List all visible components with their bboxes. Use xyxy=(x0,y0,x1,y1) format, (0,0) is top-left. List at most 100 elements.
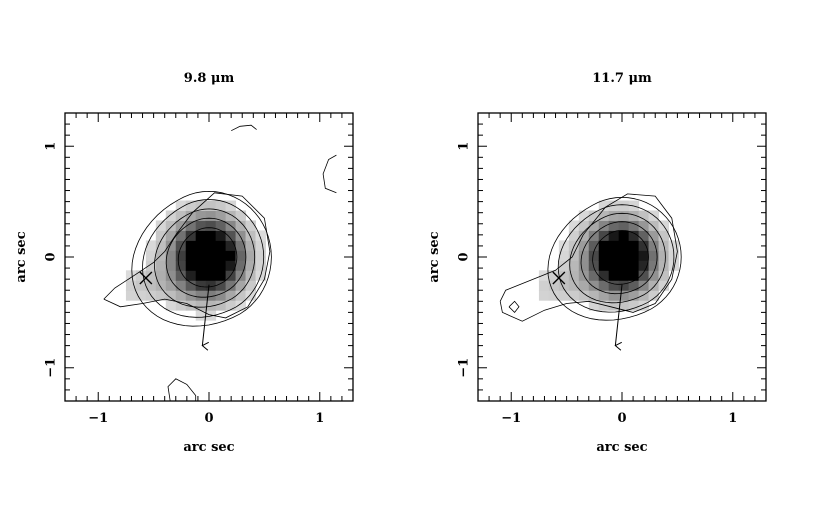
image-pixel xyxy=(215,290,227,301)
image-pixel xyxy=(568,270,580,281)
image-pixel xyxy=(608,280,620,291)
contour-line xyxy=(131,190,272,327)
image-pixel xyxy=(638,250,650,261)
image-pixel xyxy=(618,200,630,211)
image-pixel xyxy=(568,260,580,271)
image-pixel xyxy=(175,280,187,291)
image-pixel xyxy=(558,290,570,301)
y-axis-label: arc sec xyxy=(427,231,442,282)
image-pixel xyxy=(648,250,660,261)
image-pixel xyxy=(175,250,187,261)
image-pixel xyxy=(598,260,610,271)
image-pixel xyxy=(205,310,217,321)
image-pixel xyxy=(608,230,620,241)
image-pixel xyxy=(628,290,640,301)
image-pixel xyxy=(225,300,237,311)
image-pixel xyxy=(205,240,217,251)
image-pixel xyxy=(618,270,630,281)
image-pixel xyxy=(618,260,630,271)
image-pixel xyxy=(155,230,167,241)
image-pixel xyxy=(638,240,650,251)
image-pixel xyxy=(648,240,660,251)
image-pixel xyxy=(638,230,650,241)
image-pixel xyxy=(578,260,590,271)
image-pixel xyxy=(185,230,197,241)
image-pixel xyxy=(648,230,660,241)
image-pixel xyxy=(145,270,157,281)
image-pixel xyxy=(225,280,237,291)
image-pixel xyxy=(165,290,177,301)
image-pixel xyxy=(195,220,207,231)
image-pixel xyxy=(225,230,237,241)
image-pixel xyxy=(165,230,177,241)
image-pixel xyxy=(618,280,630,291)
image-pixel xyxy=(195,310,207,321)
y-tick-label: 0 xyxy=(44,252,59,261)
image-pixel xyxy=(638,270,650,281)
image-pixel xyxy=(165,270,177,281)
image-pixel xyxy=(628,300,640,311)
image-pixel xyxy=(608,220,620,231)
image-pixel xyxy=(558,250,570,261)
image-pixel xyxy=(568,220,580,231)
contour-line-noise xyxy=(231,124,257,132)
image-pixel xyxy=(245,250,257,261)
image-pixel xyxy=(598,240,610,251)
image-pixel xyxy=(215,240,227,251)
image-pixel xyxy=(165,250,177,261)
y-tick-label: 1 xyxy=(44,142,59,151)
image-pixel xyxy=(578,230,590,241)
image-pixel xyxy=(185,280,197,291)
image-pixel xyxy=(185,240,197,251)
image-pixel xyxy=(155,290,167,301)
panel-9-8-micron: 9.8 μm −1 0 1 −1 0 1 arc sec arc sec xyxy=(14,71,354,455)
image-pixel xyxy=(205,230,217,241)
image-pixel xyxy=(195,300,207,311)
image-pixel xyxy=(578,280,590,291)
image-pixel xyxy=(155,260,167,271)
contour-line-noise xyxy=(508,300,520,314)
image-pixel xyxy=(598,290,610,301)
image-pixel xyxy=(598,200,610,211)
image-pixel xyxy=(235,220,247,231)
image-pixel xyxy=(165,210,177,221)
image-pixel xyxy=(255,240,266,251)
image-pixel xyxy=(205,280,217,291)
image-pixel xyxy=(165,300,177,311)
image-pixel xyxy=(205,220,217,231)
image-pixel xyxy=(215,210,227,221)
image-pixel xyxy=(255,260,266,271)
image-pixel xyxy=(235,270,247,281)
plot-area xyxy=(103,124,337,401)
image-pixel xyxy=(215,230,227,241)
image-pixel xyxy=(125,280,137,291)
image-pixel xyxy=(568,290,580,301)
image-pixel xyxy=(548,290,560,301)
image-pixel xyxy=(215,260,227,271)
image-pixel xyxy=(235,250,247,261)
image-pixel xyxy=(235,240,247,251)
image-pixel xyxy=(235,300,247,311)
image-pixel xyxy=(195,240,207,251)
image-pixel xyxy=(205,270,217,281)
image-pixel xyxy=(175,260,187,271)
image-pixel xyxy=(175,290,187,301)
chart-title: 11.7 μm xyxy=(592,71,652,86)
image-pixel xyxy=(215,300,227,311)
image-pixel xyxy=(648,260,660,271)
image-pixel xyxy=(195,260,207,271)
y-tick-label: −1 xyxy=(457,358,472,378)
cross-marker xyxy=(139,271,153,285)
image-pixel xyxy=(195,230,207,241)
image-pixel xyxy=(175,220,187,231)
x-tick-label: 1 xyxy=(315,411,324,426)
panel-11-7-micron: 11.7 μm −1 0 1 −1 0 1 arc sec arc sec xyxy=(427,71,767,455)
image-pixel xyxy=(648,220,660,231)
image-pixel xyxy=(205,250,217,261)
image-pixel xyxy=(175,210,187,221)
contour-line xyxy=(592,229,649,285)
y-tick-label: −1 xyxy=(44,358,59,378)
image-pixel xyxy=(608,300,620,311)
image-pixel xyxy=(225,200,237,211)
